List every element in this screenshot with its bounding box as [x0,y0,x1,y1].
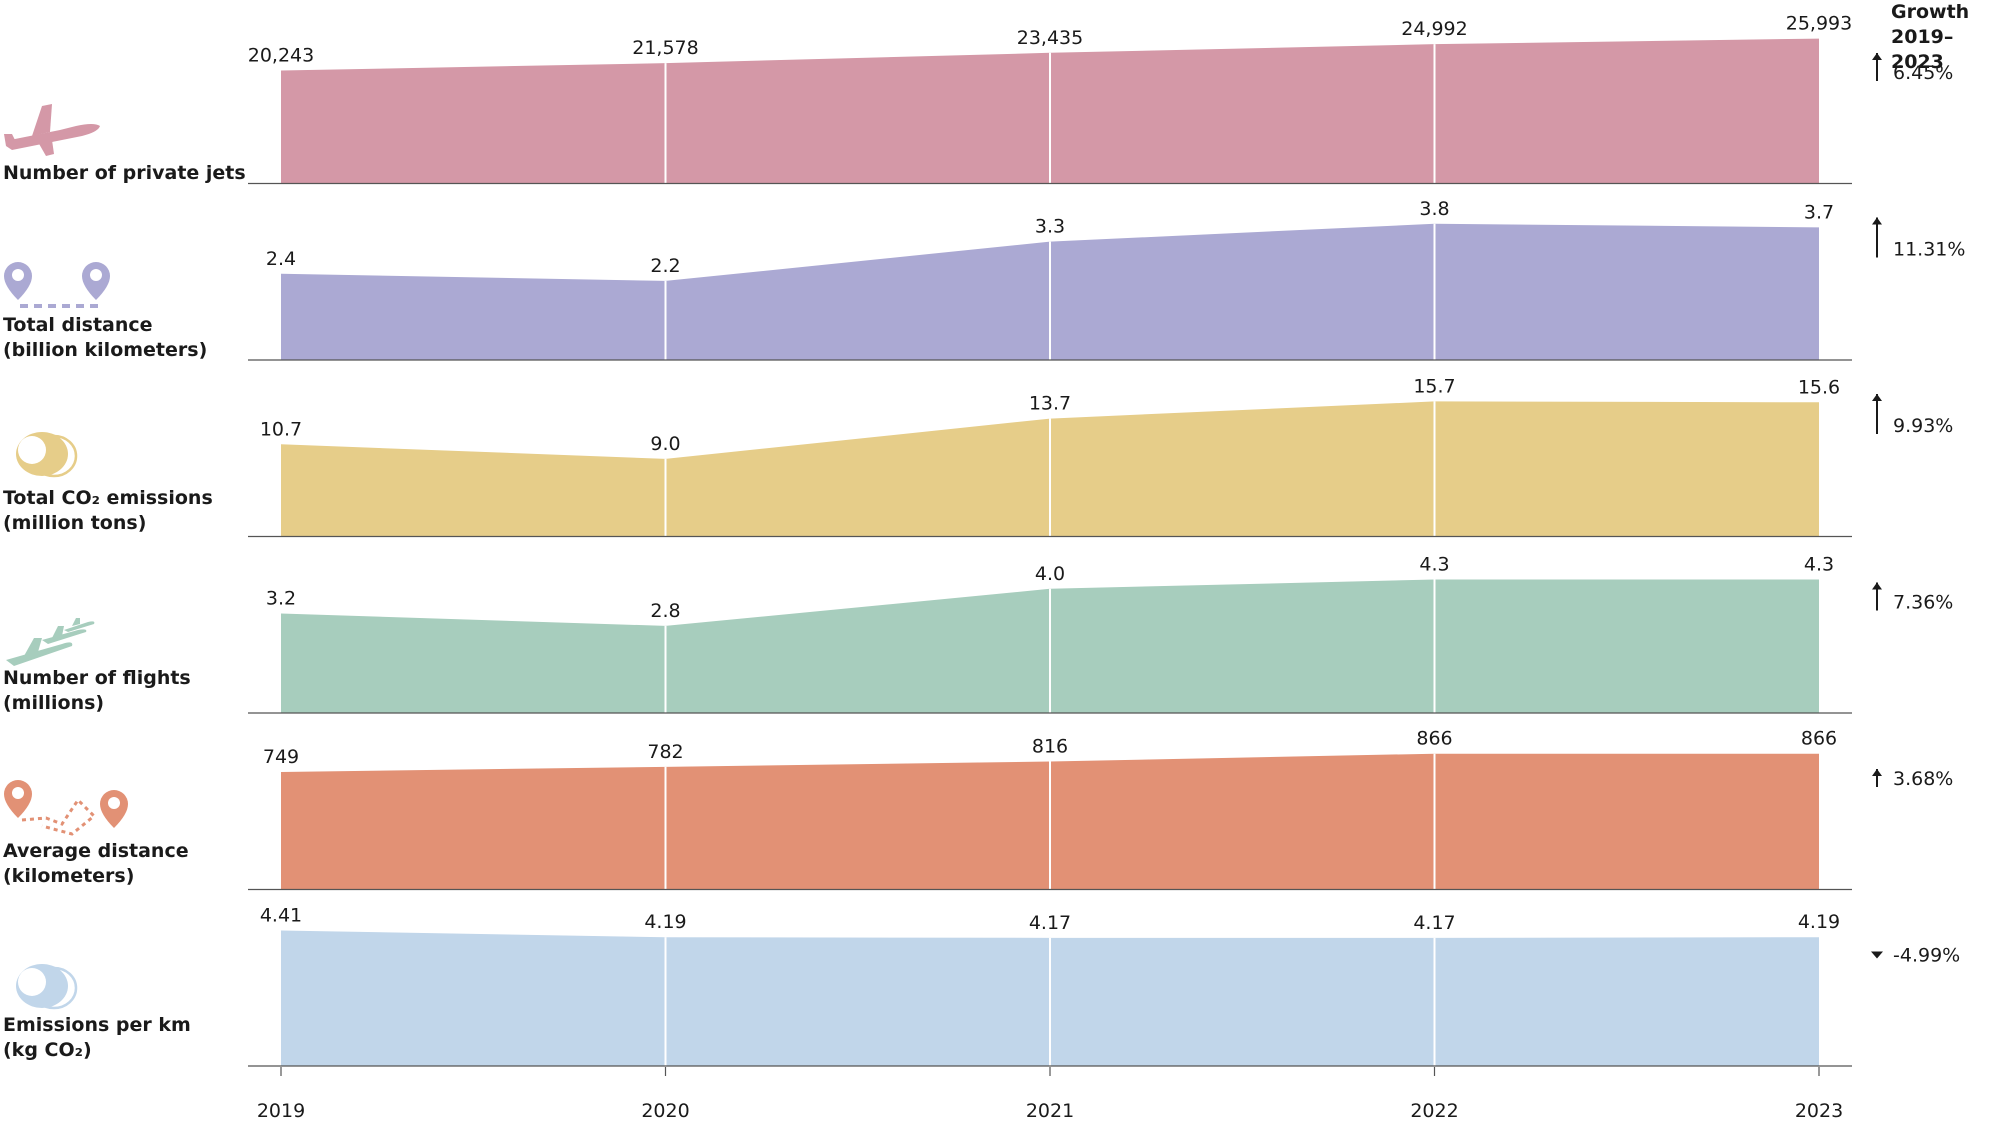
panel-5-growth-arrow-head [1871,951,1883,959]
panel-label-0-line1: Number of private jets [3,162,246,184]
panel-4-value-label-1: 782 [647,741,683,763]
panel-label-5-line2: (kg CO₂) [3,1039,92,1061]
panel-2-growth-value: 9.93% [1893,415,1953,437]
panel-label-3-line2: (millions) [3,692,105,714]
panel-3-value-label-4: 4.3 [1804,554,1834,576]
multiple-planes-icon [6,618,95,666]
panel-label-3-line1: Number of flights [3,667,191,689]
growth-header-line2: 2019–2023 [1891,26,1954,73]
panel-2-value-label-3: 15.7 [1413,375,1455,397]
panel-1-value-label-2: 3.3 [1035,216,1065,238]
panel-label-5: Emissions per km (kg CO₂) [3,1013,191,1063]
panel-0-value-label-0: 20,243 [248,45,314,67]
airplane-icon [4,104,100,156]
panel-0-growth-arrow-head [1872,53,1882,60]
panel-2-value-label-0: 10.7 [260,418,302,440]
panel-5-value-label-4: 4.19 [1798,911,1840,933]
panel-4-value-label-3: 866 [1416,728,1452,750]
co2-cloud-icon [16,432,78,478]
panel-label-2-line1: Total CO₂ emissions [3,487,213,509]
map-pins-icon [4,262,110,308]
panel-3-growth-arrow-head [1872,582,1882,590]
panel-3-value-label-0: 3.2 [266,588,296,610]
panel-3-value-label-1: 2.8 [650,600,680,622]
x-tick-label-0: 2019 [257,1100,305,1122]
panel-label-0: Number of private jets [3,161,246,186]
panel-1-growth-arrow-head [1872,217,1882,225]
panel-4-value-label-2: 816 [1032,736,1068,758]
panel-0-value-label-4: 25,993 [1786,13,1852,35]
panel-2-value-label-4: 15.6 [1798,376,1840,398]
panel-5-value-label-1: 4.19 [644,911,686,933]
panel-2-growth-arrow-head [1872,394,1882,401]
panel-label-5-line1: Emissions per km [3,1014,191,1036]
panel-2-value-label-1: 9.0 [650,433,680,455]
panel-label-4-line2: (kilometers) [3,865,135,887]
panel-4-growth-arrow-head [1872,769,1882,776]
panel-0-value-label-1: 21,578 [632,37,698,59]
panel-5-value-label-3: 4.17 [1413,912,1455,934]
panel-label-4-line1: Average distance [3,840,189,862]
panel-label-1-line1: Total distance [3,314,153,336]
panel-0-value-label-2: 23,435 [1017,27,1083,49]
panel-label-1-line2: (billion kilometers) [3,339,208,361]
growth-header: Growth 2019–2023 [1891,0,2000,75]
panel-3-value-label-3: 4.3 [1419,554,1449,576]
panel-label-4: Average distance (kilometers) [3,839,189,889]
panel-1-value-label-3: 3.8 [1419,198,1449,220]
panel-3-growth-value: 7.36% [1893,592,1953,614]
x-tick-label-1: 2020 [641,1100,689,1122]
panel-1-value-label-1: 2.2 [650,255,680,277]
panel-1-value-label-0: 2.4 [266,248,296,270]
panel-label-1: Total distance (billion kilometers) [3,313,207,363]
panel-3-value-label-2: 4.0 [1035,563,1065,585]
growth-header-line1: Growth [1891,1,1970,23]
panel-4-value-label-0: 749 [263,746,299,768]
x-tick-label-4: 2023 [1795,1100,1843,1122]
panel-1-value-label-4: 3.7 [1804,201,1834,223]
panel-label-2: Total CO₂ emissions (million tons) [3,486,213,536]
panel-0-value-label-3: 24,992 [1401,18,1467,40]
co2-cloud-blue-icon [16,964,78,1010]
panel-label-2-line2: (million tons) [3,512,147,534]
route-pins-icon [4,780,128,836]
panel-4-growth-value: 3.68% [1893,768,1953,790]
panel-0-growth-value: 6.45% [1893,62,1953,84]
panel-5-value-label-0: 4.41 [260,905,302,927]
panel-5-growth-value: -4.99% [1893,945,1960,967]
panel-label-3: Number of flights (millions) [3,666,191,716]
x-tick-label-3: 2022 [1410,1100,1458,1122]
x-tick-label-2: 2021 [1026,1100,1074,1122]
panel-4-value-label-4: 866 [1801,728,1837,750]
panel-1-growth-value: 11.31% [1893,239,1965,261]
panel-5-value-label-2: 4.17 [1029,912,1071,934]
panel-2-value-label-2: 13.7 [1029,393,1071,415]
